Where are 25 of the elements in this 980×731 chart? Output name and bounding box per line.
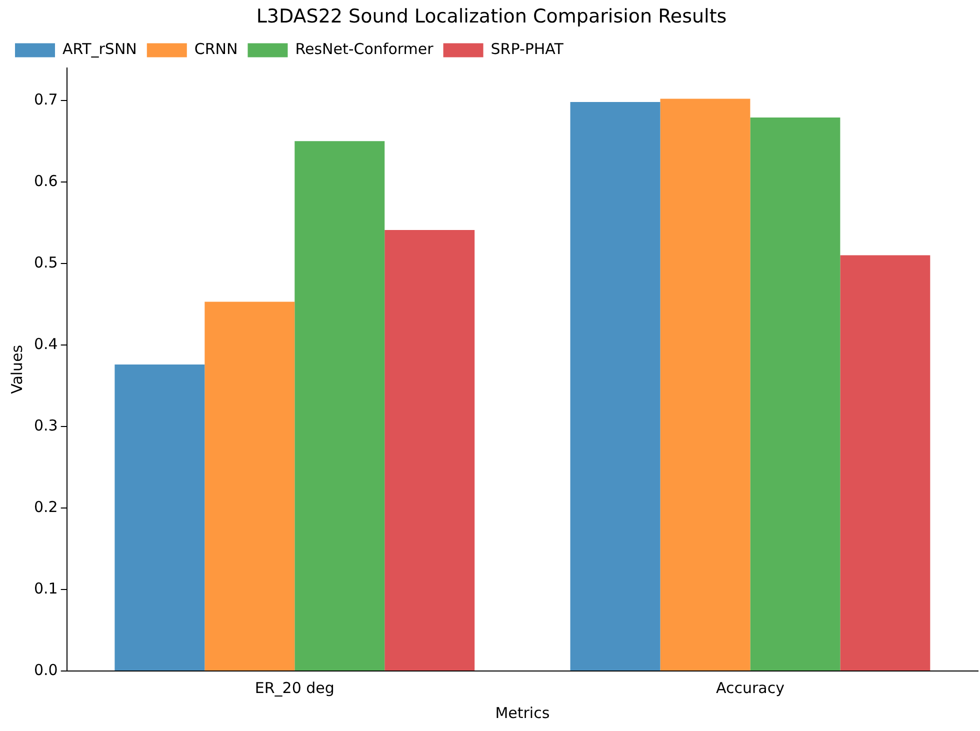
bar xyxy=(204,302,295,670)
bar xyxy=(570,102,660,670)
chart-title: L3DAS22 Sound Localization Comparision Results xyxy=(256,5,727,28)
legend-label: ART_rSNN xyxy=(62,40,137,58)
x-tick-label: ER_20 deg xyxy=(254,678,334,697)
y-tick-label: 0.4 xyxy=(34,334,58,353)
y-tick-label: 0.1 xyxy=(34,579,58,598)
bar xyxy=(384,230,475,670)
x-axis-title: Metrics xyxy=(495,704,550,722)
y-tick-label: 0.0 xyxy=(34,660,58,679)
bar xyxy=(750,118,840,670)
legend-label: ResNet-Conformer xyxy=(295,40,434,58)
legend-label: SRP-PHAT xyxy=(490,40,564,58)
legend-label: CRNN xyxy=(194,40,238,58)
bar xyxy=(840,255,930,670)
y-tick-label: 0.2 xyxy=(34,498,58,516)
bar xyxy=(114,364,205,670)
y-tick-label: 0.7 xyxy=(34,90,58,108)
y-axis-title: Values xyxy=(8,344,26,394)
y-tick-label: 0.5 xyxy=(34,253,58,272)
bar xyxy=(660,98,750,670)
bar xyxy=(294,141,385,670)
x-tick-label: Accuracy xyxy=(716,678,785,697)
y-tick-label: 0.6 xyxy=(34,172,58,190)
y-tick-label: 0.3 xyxy=(34,416,58,434)
